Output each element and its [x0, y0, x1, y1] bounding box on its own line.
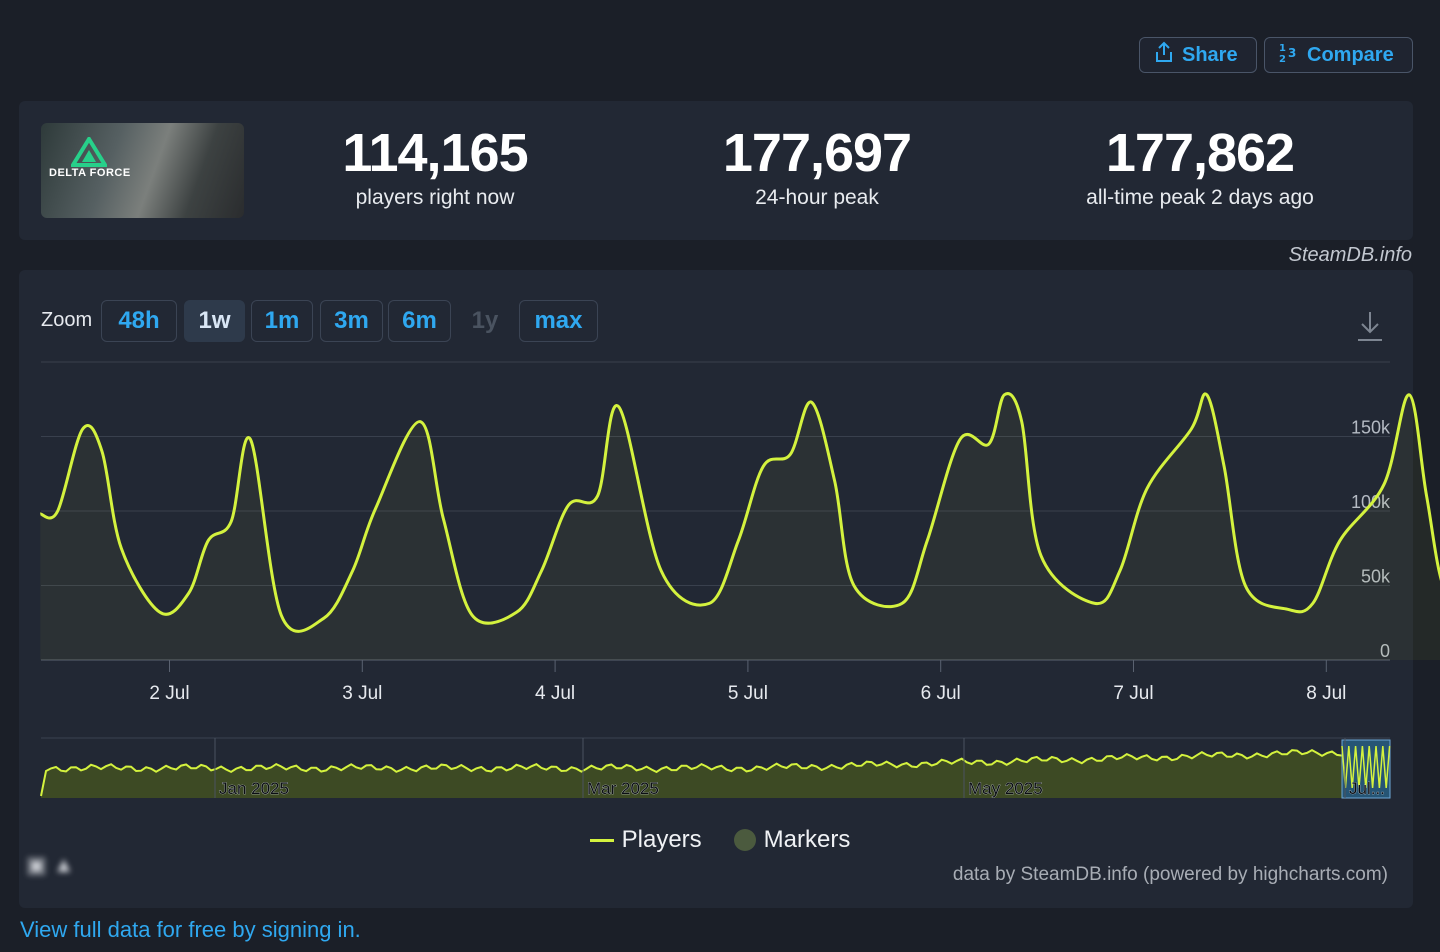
zoom-label: Zoom — [41, 309, 93, 331]
players-area — [40, 393, 1440, 660]
stat-current-players: 114,165 players right now — [315, 122, 555, 210]
navigator-tick-label: Mar 2025 — [587, 779, 659, 798]
delta-logo-icon — [71, 137, 107, 167]
zoom-1w-button[interactable]: 1w — [184, 300, 245, 342]
blurred-logo: ▣ ▲ — [26, 852, 75, 877]
sign-in-link[interactable]: View full data for free by signing in. — [20, 917, 361, 942]
legend-players-label: Players — [621, 826, 702, 853]
x-tick-label: 8 Jul — [1306, 683, 1346, 704]
download-icon[interactable] — [1356, 310, 1384, 347]
zoom-1y-button: 1y — [458, 300, 512, 342]
players-series-line[interactable] — [39, 392, 1440, 633]
share-label: Share — [1182, 43, 1238, 66]
navigator-tick-label: Jul... — [1349, 779, 1385, 798]
legend-item-players[interactable]: Players — [589, 826, 702, 854]
compare-label: Compare — [1307, 43, 1394, 66]
zoom-max-button[interactable]: max — [519, 300, 598, 342]
24h-peak-label: 24-hour peak — [755, 186, 879, 209]
x-tick-label: 7 Jul — [1113, 683, 1153, 704]
navigator-tick-label: May 2025 — [968, 779, 1043, 798]
zoom-3m-button[interactable]: 3m — [320, 300, 383, 342]
y-tick-label: 150k — [1351, 418, 1391, 438]
navigator-selection-line — [1341, 745, 1391, 789]
chart-card — [19, 270, 1413, 908]
svg-text:1: 1 — [1279, 43, 1286, 54]
zoom-1m-button[interactable]: 1m — [251, 300, 313, 342]
steamdb-watermark: SteamDB.info — [1288, 244, 1412, 266]
chart-credits[interactable]: data by SteamDB.info (powered by highcha… — [952, 864, 1388, 885]
svg-text:2: 2 — [1279, 54, 1286, 63]
game-thumbnail[interactable]: DELTA FORCE — [41, 123, 244, 218]
current-players-value: 114,165 — [342, 123, 528, 183]
y-tick-label: 50k — [1361, 567, 1391, 587]
markers-swatch — [733, 829, 756, 851]
share-icon — [1154, 41, 1174, 69]
stat-all-time-peak: 177,862 all-time peak 2 days ago — [1060, 122, 1340, 210]
navigator-tick-label: Jan 2025 — [219, 779, 289, 798]
y-tick-label: 0 — [1380, 641, 1390, 661]
x-tick-label: 6 Jul — [921, 683, 961, 704]
current-players-label: players right now — [355, 186, 515, 209]
all-time-peak-value: 177,862 — [1105, 123, 1295, 183]
x-tick-label: 3 Jul — [342, 683, 382, 704]
svg-text:3: 3 — [1288, 46, 1296, 60]
game-logo-text: DELTA FORCE — [49, 167, 131, 179]
stat-24h-peak: 177,697 24-hour peak — [697, 122, 937, 210]
navigator-line — [40, 748, 1343, 797]
zoom-48h-button[interactable]: 48h — [101, 300, 177, 342]
x-tick-label: 4 Jul — [535, 683, 575, 704]
zoom-6m-button[interactable]: 6m — [388, 300, 451, 342]
players-swatch — [589, 838, 614, 842]
legend-item-markers[interactable]: Markers — [733, 826, 851, 854]
legend-markers-label: Markers — [763, 826, 851, 853]
stats-card — [19, 101, 1413, 240]
chart-legend: Players Markers — [0, 826, 1440, 854]
x-tick-label: 2 Jul — [149, 683, 189, 704]
all-time-peak-label: all-time peak 2 days ago — [1086, 186, 1314, 209]
x-tick-label: 5 Jul — [728, 683, 768, 704]
navigator-area — [41, 750, 1342, 798]
share-button[interactable]: Share — [1139, 37, 1257, 73]
footer-notice: View full data for free by signing in. — [20, 917, 361, 943]
24h-peak-value: 177,697 — [722, 123, 912, 183]
